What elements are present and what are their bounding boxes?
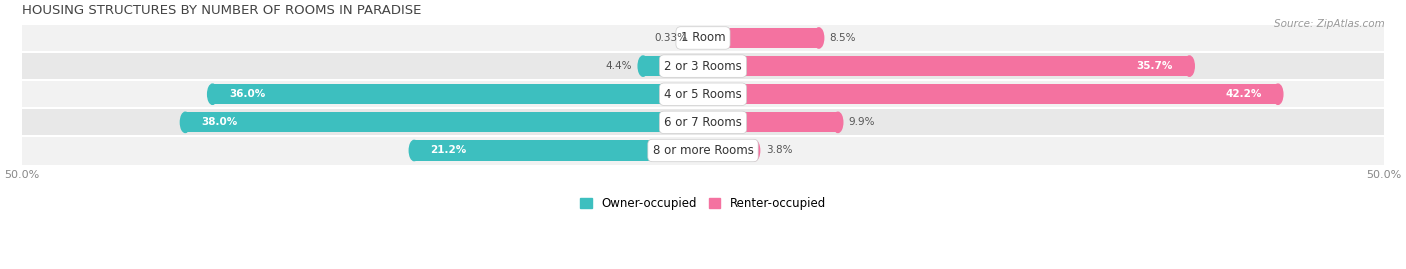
Circle shape — [749, 140, 759, 161]
Bar — [186, 112, 703, 133]
Text: 6 or 7 Rooms: 6 or 7 Rooms — [664, 116, 742, 129]
Text: 3.8%: 3.8% — [766, 146, 792, 155]
Text: 4 or 5 Rooms: 4 or 5 Rooms — [664, 88, 742, 101]
Bar — [212, 84, 703, 104]
Text: 38.0%: 38.0% — [201, 117, 238, 127]
Text: 8 or more Rooms: 8 or more Rooms — [652, 144, 754, 157]
Bar — [415, 140, 703, 161]
Circle shape — [638, 56, 648, 76]
Bar — [703, 84, 1278, 104]
Text: 36.0%: 36.0% — [229, 89, 266, 99]
Bar — [21, 52, 1385, 80]
Bar — [703, 28, 818, 48]
Bar — [21, 24, 1385, 52]
Text: HOUSING STRUCTURES BY NUMBER OF ROOMS IN PARADISE: HOUSING STRUCTURES BY NUMBER OF ROOMS IN… — [21, 4, 422, 17]
Bar — [643, 56, 703, 76]
Circle shape — [814, 28, 824, 48]
Circle shape — [1272, 84, 1282, 104]
Text: 2 or 3 Rooms: 2 or 3 Rooms — [664, 60, 742, 73]
Circle shape — [693, 28, 703, 48]
Circle shape — [180, 112, 190, 133]
Text: Source: ZipAtlas.com: Source: ZipAtlas.com — [1274, 19, 1385, 29]
Bar — [703, 140, 755, 161]
Circle shape — [409, 140, 419, 161]
Circle shape — [208, 84, 218, 104]
Text: 35.7%: 35.7% — [1136, 61, 1173, 71]
Bar — [703, 56, 1189, 76]
Bar — [21, 136, 1385, 165]
Text: 21.2%: 21.2% — [430, 146, 467, 155]
Bar — [21, 80, 1385, 108]
Text: 9.9%: 9.9% — [849, 117, 876, 127]
Circle shape — [832, 112, 842, 133]
Legend: Owner-occupied, Renter-occupied: Owner-occupied, Renter-occupied — [579, 197, 827, 210]
Text: 0.33%: 0.33% — [655, 33, 688, 43]
Bar — [21, 108, 1385, 136]
Bar — [703, 112, 838, 133]
Bar — [699, 28, 703, 48]
Circle shape — [1184, 56, 1194, 76]
Text: 8.5%: 8.5% — [830, 33, 856, 43]
Text: 4.4%: 4.4% — [606, 61, 633, 71]
Text: 1 Room: 1 Room — [681, 31, 725, 44]
Text: 42.2%: 42.2% — [1225, 89, 1261, 99]
